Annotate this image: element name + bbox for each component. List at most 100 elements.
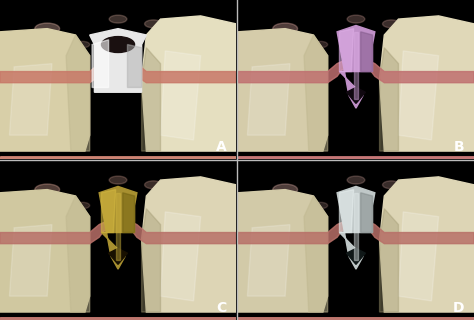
Bar: [0, 319, 236, 320]
Bar: [0, 157, 236, 158]
Bar: [0, 158, 236, 159]
Bar: [238, 158, 474, 159]
Polygon shape: [161, 212, 201, 301]
Bar: [0, 158, 236, 159]
Bar: [0, 158, 236, 159]
Bar: [238, 158, 474, 159]
Bar: [0, 158, 236, 159]
Bar: [0, 158, 236, 159]
Bar: [238, 319, 474, 320]
Bar: [238, 158, 474, 159]
Bar: [238, 319, 474, 320]
Bar: [0, 318, 236, 319]
Bar: [238, 158, 474, 159]
Bar: [238, 318, 474, 319]
Bar: [238, 158, 474, 159]
Bar: [238, 158, 474, 159]
Bar: [238, 318, 474, 319]
Bar: [238, 319, 474, 320]
Bar: [238, 319, 474, 320]
Bar: [238, 158, 474, 159]
Bar: [238, 319, 474, 320]
Bar: [238, 158, 474, 159]
Bar: [0, 319, 236, 320]
Bar: [238, 158, 474, 159]
Bar: [0, 319, 236, 320]
Bar: [238, 157, 474, 158]
Bar: [238, 318, 474, 319]
Bar: [0, 319, 236, 320]
Bar: [0, 158, 236, 159]
Polygon shape: [66, 196, 90, 312]
Bar: [0, 158, 236, 159]
Polygon shape: [9, 64, 52, 135]
Bar: [238, 319, 474, 320]
Bar: [0, 318, 236, 319]
Bar: [0, 319, 236, 320]
Bar: [238, 158, 474, 159]
Bar: [238, 158, 474, 159]
Ellipse shape: [313, 202, 328, 209]
Bar: [238, 158, 474, 159]
Bar: [0, 158, 236, 159]
Bar: [238, 158, 474, 159]
Bar: [0, 158, 236, 159]
Bar: [0, 158, 236, 159]
Bar: [0, 158, 236, 159]
Bar: [0, 157, 236, 158]
Bar: [0, 319, 236, 320]
Bar: [238, 158, 474, 159]
Bar: [0, 158, 236, 159]
Polygon shape: [361, 193, 373, 233]
Bar: [0, 318, 236, 319]
Bar: [0, 319, 236, 320]
Bar: [238, 158, 474, 159]
Bar: [0, 319, 236, 320]
Ellipse shape: [313, 41, 328, 48]
Bar: [238, 157, 474, 158]
Bar: [0, 319, 236, 320]
Bar: [0, 319, 236, 320]
Bar: [238, 319, 474, 320]
Bar: [0, 319, 236, 320]
Bar: [238, 158, 474, 159]
Bar: [238, 319, 474, 320]
Bar: [238, 319, 474, 320]
Bar: [0, 318, 236, 319]
Bar: [238, 158, 474, 159]
Bar: [0, 318, 236, 319]
Bar: [0, 158, 236, 159]
Bar: [0, 158, 236, 159]
Bar: [0, 157, 236, 158]
Bar: [0, 157, 236, 158]
Bar: [238, 158, 474, 159]
Bar: [0, 158, 236, 159]
Bar: [238, 157, 474, 158]
Bar: [238, 158, 474, 159]
Bar: [238, 158, 474, 159]
Bar: [0, 158, 236, 159]
Bar: [238, 158, 474, 159]
Bar: [238, 157, 474, 158]
Polygon shape: [339, 28, 354, 72]
Bar: [238, 157, 474, 158]
Bar: [0, 318, 236, 319]
Polygon shape: [0, 189, 90, 312]
Bar: [0, 157, 236, 158]
Bar: [0, 158, 236, 159]
Bar: [238, 319, 474, 320]
Bar: [238, 319, 474, 320]
Bar: [0, 319, 236, 320]
Bar: [238, 319, 474, 320]
Bar: [0, 319, 236, 320]
Bar: [238, 319, 474, 320]
Bar: [238, 319, 474, 320]
Bar: [238, 319, 474, 320]
Bar: [238, 158, 474, 159]
Bar: [238, 319, 474, 320]
Bar: [238, 318, 474, 319]
Bar: [238, 319, 474, 320]
Bar: [238, 318, 474, 319]
Bar: [238, 318, 474, 319]
Bar: [0, 158, 236, 159]
